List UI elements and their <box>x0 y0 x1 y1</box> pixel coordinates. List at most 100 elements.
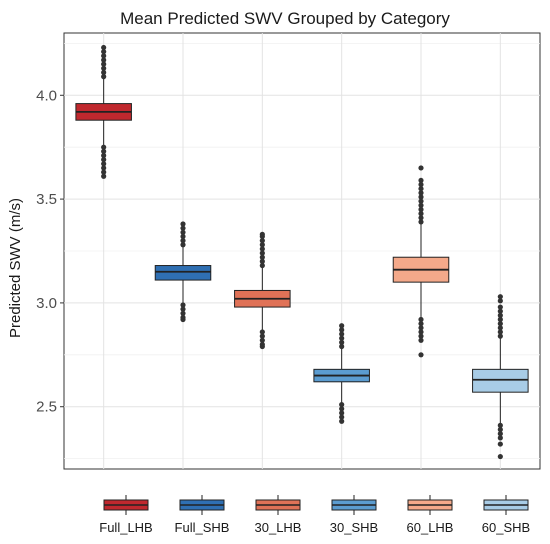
outlier-point <box>497 435 503 441</box>
y-axis-label: Predicted SWV (m/s) <box>7 198 24 338</box>
legend-label: Full_SHB <box>175 520 230 535</box>
outlier-point <box>101 169 107 175</box>
outlier-point <box>259 329 265 335</box>
legend: Full_LHB Full_SHB 30_LHB 30_SHB 60_LHB 60_SHB <box>99 495 530 535</box>
outlier-point <box>497 329 503 335</box>
outlier-point <box>497 308 503 314</box>
outlier-point <box>418 190 424 196</box>
box-60_LHB <box>392 165 450 358</box>
outlier-point <box>101 44 107 51</box>
outlier-point <box>101 74 107 80</box>
legend-item-30_LHB: 30_LHB <box>255 495 301 535</box>
outlier-point <box>180 242 186 248</box>
box-60_SHB <box>472 294 529 460</box>
box-30_LHB <box>234 231 291 350</box>
outlier-point <box>418 194 424 200</box>
y-tick-label: 4.0 <box>36 87 57 104</box>
outlier-point <box>339 323 345 329</box>
outlier-point <box>418 202 424 208</box>
y-axis-ticks: 2.5 3.0 3.5 4.0 <box>36 87 64 416</box>
outlier-point <box>418 215 424 221</box>
outlier-point <box>418 186 424 192</box>
outlier-point <box>339 414 345 420</box>
outlier-point <box>259 258 265 264</box>
box-iqr <box>154 265 212 281</box>
outlier-point <box>497 304 503 310</box>
outlier-point <box>259 337 265 343</box>
outlier-point <box>418 211 424 217</box>
outlier-point <box>418 198 424 204</box>
outlier-point <box>418 325 424 331</box>
legend-label: 60_SHB <box>482 520 530 535</box>
outlier-point <box>180 233 186 240</box>
outlier-point <box>418 165 424 171</box>
outlier-point <box>418 352 424 358</box>
y-tick-label: 3.5 <box>36 191 57 208</box>
legend-label: 30_SHB <box>330 520 378 535</box>
outlier-point <box>497 441 503 447</box>
outlier-point <box>497 426 503 433</box>
outlier-point <box>418 321 424 327</box>
outlier-point <box>418 177 424 184</box>
outlier-point <box>497 294 503 300</box>
outlier-point <box>497 321 503 327</box>
outlier-point <box>497 431 503 437</box>
outlier-point <box>497 325 503 331</box>
outlier-point <box>180 229 186 235</box>
outlier-point <box>339 418 345 424</box>
outlier-point <box>418 337 424 343</box>
box-iqr <box>472 368 529 393</box>
outlier-point <box>180 302 186 308</box>
outlier-point <box>339 402 345 408</box>
outlier-point <box>259 343 265 350</box>
outlier-point <box>259 238 265 244</box>
legend-label: Full_LHB <box>99 520 152 535</box>
outlier-point <box>101 157 107 163</box>
outlier-point <box>497 422 503 428</box>
outlier-point <box>180 310 186 316</box>
outlier-point <box>339 331 345 337</box>
outlier-point <box>101 69 107 76</box>
outlier-point <box>418 316 424 323</box>
legend-item-Full_LHB: Full_LHB <box>99 495 153 535</box>
box-30_SHB <box>313 323 370 424</box>
outlier-point <box>259 333 265 339</box>
outlier-point <box>259 254 265 260</box>
outlier-point <box>339 343 345 350</box>
y-tick-label: 3.0 <box>36 295 57 312</box>
outlier-point <box>101 57 107 63</box>
outlier-point <box>101 148 107 154</box>
outlier-point <box>497 316 503 323</box>
outlier-point <box>497 453 503 460</box>
outlier-point <box>101 49 107 55</box>
outlier-point <box>180 221 186 227</box>
outlier-point <box>101 173 107 179</box>
outlier-point <box>339 335 345 341</box>
outlier-point <box>101 144 107 150</box>
outlier-point <box>418 181 424 188</box>
outlier-point <box>101 65 107 71</box>
outlier-point <box>259 231 265 237</box>
legend-item-60_SHB: 60_SHB <box>482 495 530 535</box>
outlier-point <box>418 206 424 213</box>
outlier-point <box>180 238 186 244</box>
box-Full_SHB <box>154 221 212 323</box>
outlier-point <box>497 333 503 339</box>
outlier-point <box>259 262 265 269</box>
outlier-point <box>259 246 265 252</box>
legend-item-30_SHB: 30_SHB <box>330 495 378 535</box>
legend-item-Full_SHB: Full_SHB <box>175 495 230 535</box>
outlier-point <box>339 410 345 416</box>
outlier-point <box>418 333 424 339</box>
outlier-point <box>418 219 424 225</box>
legend-item-60_LHB: 60_LHB <box>407 495 454 535</box>
outlier-point <box>339 327 345 333</box>
outlier-point <box>101 53 107 59</box>
outlier-point <box>339 339 345 345</box>
outlier-point <box>497 298 503 304</box>
outlier-point <box>180 316 186 323</box>
outlier-point <box>259 242 265 248</box>
legend-label: 60_LHB <box>407 520 454 535</box>
box-Full_LHB <box>75 44 132 179</box>
